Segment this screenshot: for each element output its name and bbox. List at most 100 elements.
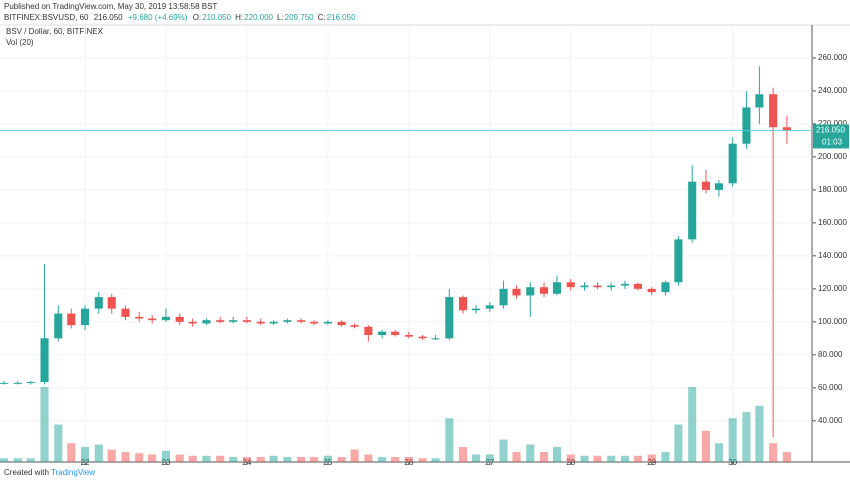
candle-body	[661, 282, 670, 293]
quote-line: BITFINEX:BSVUSD, 60 216.050 +9.680 (+4.6…	[4, 13, 363, 22]
candle-body	[229, 320, 238, 322]
candle-body	[485, 305, 494, 309]
candle-body	[499, 288, 508, 306]
candle-body	[26, 382, 35, 384]
candle-body	[80, 308, 90, 326]
ohlc-key: O:	[192, 13, 202, 22]
volume-bar	[54, 424, 63, 462]
candle-body	[378, 331, 387, 336]
candle-body	[107, 297, 116, 309]
candle-body	[633, 283, 642, 289]
candle-body	[620, 283, 630, 286]
candle-body	[526, 287, 535, 296]
candle-body	[755, 94, 764, 108]
candle-body	[593, 285, 602, 288]
ohlc-key: L:	[277, 13, 284, 22]
price-label-bg	[813, 124, 849, 137]
y-tick-label: 80.000	[818, 350, 843, 359]
candle-body	[674, 239, 683, 283]
candle-body	[769, 94, 778, 128]
volume-bar	[337, 457, 346, 462]
y-tick-label: 160.000	[818, 218, 847, 227]
candle-body	[310, 321, 319, 324]
candle-body	[471, 308, 481, 311]
candle-body	[216, 320, 225, 322]
y-tick-label: 180.000	[818, 185, 847, 194]
candle-body	[67, 313, 76, 326]
volume-bar	[674, 424, 683, 462]
y-tick-label: 100.000	[818, 317, 847, 326]
y-tick-label: 200.000	[818, 152, 847, 161]
candle-body	[242, 320, 251, 322]
price-label: 216.050	[816, 126, 845, 135]
volume-bar	[242, 457, 251, 462]
candle-body	[431, 338, 440, 340]
ohlc-key: H:	[235, 13, 244, 22]
footer-text: Created with	[4, 468, 49, 477]
published-line: Published on TradingView.com, May 30, 20…	[4, 2, 218, 11]
volume-bar	[445, 418, 454, 462]
candle-body	[161, 316, 171, 321]
candle-body	[742, 107, 751, 144]
candle-body	[175, 316, 184, 322]
x-tick-label: 22	[81, 458, 90, 466]
footer-brand: TradingView	[51, 468, 96, 477]
ohlc-key: C:	[317, 13, 326, 22]
candle-body	[728, 143, 737, 184]
candle-body	[688, 181, 697, 240]
volume-bar	[283, 457, 292, 462]
x-tick-label: 29	[647, 458, 656, 466]
price: 216.050	[93, 13, 123, 22]
volume-bar	[80, 447, 90, 462]
candle-body	[391, 331, 400, 336]
volume-bar	[256, 457, 265, 462]
ohlc: O:210.050 H:220.000 L:209.750 C:216.050	[193, 13, 360, 22]
countdown: 01:03	[822, 138, 843, 147]
candle-body	[40, 338, 49, 383]
volume-bar	[269, 455, 278, 462]
candle-body	[54, 313, 63, 339]
chart: BSV / Dollar, 60, BITFINEX Vol (20) 40.0…	[0, 24, 850, 466]
candle-body	[94, 297, 103, 309]
candle-body	[269, 321, 278, 324]
change: +9.680 (+4.69%)	[127, 13, 188, 22]
volume-bar	[418, 458, 427, 462]
x-tick-label: 30	[728, 458, 737, 466]
volume-bar	[526, 444, 535, 462]
volume-bar	[769, 443, 778, 462]
volume-bar	[148, 454, 157, 462]
volume-bar	[0, 458, 9, 462]
candle-body	[135, 316, 144, 319]
candle-body	[418, 336, 427, 339]
indicator-title: Vol (20)	[6, 38, 34, 47]
volume-bar	[580, 455, 589, 462]
volume-bar	[485, 454, 494, 462]
candle-body	[297, 320, 306, 322]
volume-bar	[512, 452, 521, 462]
ohlc-value: 210.050	[202, 13, 232, 22]
volume-bar	[135, 453, 144, 462]
candle-body	[337, 321, 346, 326]
candle-body	[445, 297, 454, 339]
candle-body	[13, 382, 22, 384]
volume-bar	[499, 439, 508, 462]
y-tick-label: 140.000	[818, 251, 847, 260]
volume-bar	[175, 454, 184, 462]
candle-body	[364, 326, 373, 336]
volume-bar	[620, 455, 630, 462]
volume-bar	[107, 449, 116, 462]
candle-body	[188, 321, 197, 324]
volume-bar	[714, 443, 723, 462]
volume-bar	[229, 457, 238, 462]
volume-bar	[67, 443, 76, 462]
candle-body	[714, 183, 723, 190]
volume-bar	[431, 458, 440, 462]
volume-bar	[391, 457, 400, 462]
volume-bar	[26, 458, 35, 462]
candle-body	[0, 382, 9, 384]
volume-bar	[13, 458, 22, 462]
volume-bar	[459, 447, 468, 462]
volume-bar	[323, 455, 332, 462]
x-tick-label: 23	[162, 458, 171, 466]
